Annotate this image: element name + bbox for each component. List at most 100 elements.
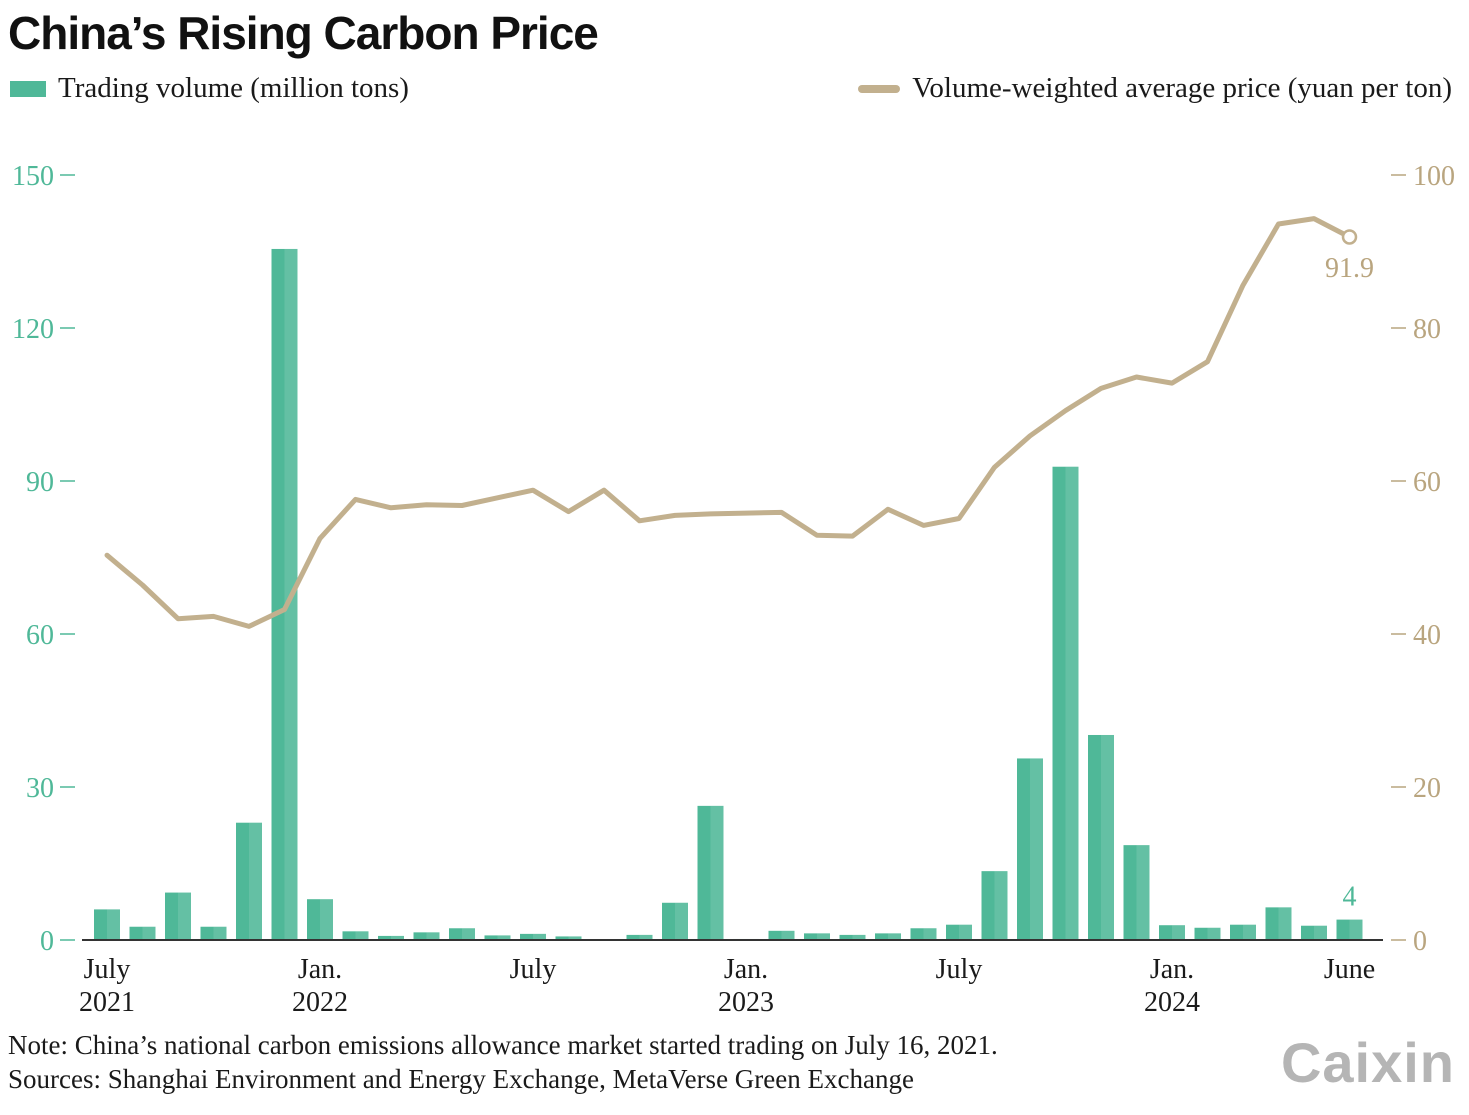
x-axis-label: Jan. xyxy=(1150,954,1194,985)
volume-bar xyxy=(1194,927,1221,940)
volume-bar xyxy=(697,805,724,940)
x-axis-label: Jan. xyxy=(724,954,768,985)
left-axis-label: 30 xyxy=(26,773,54,804)
price-line xyxy=(104,216,1352,629)
x-axis-year-label: 2021 xyxy=(79,987,135,1018)
volume-bar xyxy=(1159,925,1185,940)
legend-volume: Trading volume (million tons) xyxy=(10,72,409,105)
right-axis-label: 100 xyxy=(1413,161,1455,192)
volume-bar-highlight xyxy=(639,934,653,940)
volume-end-label: 4 xyxy=(1343,882,1357,913)
volume-bar xyxy=(200,926,227,940)
x-axis-label: June xyxy=(1324,954,1375,985)
volume-bar xyxy=(768,930,795,940)
volume-bar xyxy=(981,871,1008,940)
volume-bar xyxy=(1265,907,1292,940)
volume-bar-highlight xyxy=(675,902,688,940)
volume-bar-highlight xyxy=(107,909,120,940)
volume-bar-highlight xyxy=(1101,734,1114,940)
volume-bar-highlight xyxy=(391,935,404,940)
volume-bar-highlight xyxy=(1136,845,1150,940)
volume-bar-highlight xyxy=(178,892,191,940)
caixin-logo: Caixin xyxy=(1280,1031,1455,1094)
volume-bar xyxy=(555,936,582,940)
legend-price-label: Volume-weighted average price (yuan per … xyxy=(912,72,1452,104)
volume-bar-highlight xyxy=(249,822,262,940)
volume-bar-highlight xyxy=(320,899,333,940)
volume-bar xyxy=(1336,919,1363,940)
x-axis-label: July xyxy=(510,954,557,985)
x-axis-year-label: 2024 xyxy=(1144,987,1200,1018)
volume-bar-highlight xyxy=(533,933,546,940)
volume-bar-highlight xyxy=(1349,919,1363,940)
volume-bar-highlight xyxy=(1278,907,1292,940)
legend-bar-swatch xyxy=(10,80,46,97)
volume-bar xyxy=(946,924,972,940)
volume-bar xyxy=(94,909,120,940)
volume-bar xyxy=(342,931,369,940)
volume-bar-highlight xyxy=(994,871,1008,940)
volume-bar xyxy=(626,934,653,940)
volume-bar-highlight xyxy=(142,926,156,940)
volume-bar-highlight xyxy=(888,933,901,940)
x-axis-label: July xyxy=(936,954,983,985)
volume-bar-highlight xyxy=(426,932,440,940)
volume-bar-highlight xyxy=(1172,925,1185,940)
volume-bar xyxy=(804,933,830,940)
carbon-price-chart: 030609012015002040608010091.94July2021Ja… xyxy=(12,161,1455,1018)
left-axis-label: 90 xyxy=(26,467,54,498)
volume-bar xyxy=(1017,758,1043,940)
legend-line-swatch xyxy=(858,84,901,93)
x-axis-label: Jan. xyxy=(298,954,342,985)
volume-bar-highlight xyxy=(462,928,475,940)
x-axis-year-label: 2022 xyxy=(292,987,348,1018)
volume-bar-highlight xyxy=(852,934,866,940)
volume-bar-highlight xyxy=(213,926,227,940)
volume-bar-highlight xyxy=(1065,466,1079,940)
volume-bar xyxy=(875,933,901,940)
volume-bar xyxy=(165,892,191,940)
x-axis-year-label: 2023 xyxy=(718,987,774,1018)
volume-bar-highlight xyxy=(781,930,795,940)
left-axis-label: 150 xyxy=(12,161,54,192)
volume-bar xyxy=(449,928,475,940)
chart-title: China’s Rising Carbon Price xyxy=(8,7,599,59)
volume-bar xyxy=(413,932,440,940)
volume-bar xyxy=(1052,466,1079,940)
right-axis-label: 60 xyxy=(1413,467,1441,498)
chart-note: Note: China’s national carbon emissions … xyxy=(8,1030,998,1060)
right-axis-label: 0 xyxy=(1413,926,1427,957)
left-axis-label: 120 xyxy=(12,314,54,345)
right-axis-label: 40 xyxy=(1413,620,1441,651)
volume-bar-highlight xyxy=(1030,758,1043,940)
volume-bar xyxy=(662,902,688,940)
volume-bar xyxy=(1301,925,1327,940)
volume-bar-highlight xyxy=(710,805,724,940)
volume-bar xyxy=(484,935,511,940)
volume-bar-highlight xyxy=(923,928,937,940)
volume-bar-highlight xyxy=(817,933,830,940)
chart-sources: Sources: Shanghai Environment and Energy… xyxy=(8,1064,914,1094)
volume-bar-highlight xyxy=(959,924,972,940)
volume-bar xyxy=(307,899,333,940)
left-axis-label: 60 xyxy=(26,620,54,651)
volume-bar xyxy=(520,933,546,940)
volume-bar-highlight xyxy=(1207,927,1221,940)
volume-bar xyxy=(1123,845,1150,940)
volume-bar xyxy=(910,928,937,940)
legend-volume-label: Trading volume (million tons) xyxy=(58,72,409,104)
x-axis-label: July xyxy=(84,954,131,985)
volume-bar xyxy=(129,926,156,940)
volume-bar xyxy=(839,934,866,940)
volume-bar xyxy=(378,935,404,940)
right-axis-label: 20 xyxy=(1413,773,1441,804)
volume-bar-highlight xyxy=(1243,924,1256,940)
left-axis-label: 0 xyxy=(40,926,54,957)
price-end-label: 91.9 xyxy=(1325,253,1374,284)
volume-bar-highlight xyxy=(497,935,511,940)
volume-bar-highlight xyxy=(1314,925,1327,940)
price-end-marker xyxy=(1341,229,1358,245)
volume-bar xyxy=(236,822,262,940)
volume-bar xyxy=(1088,734,1114,940)
volume-bar-highlight xyxy=(355,931,369,940)
